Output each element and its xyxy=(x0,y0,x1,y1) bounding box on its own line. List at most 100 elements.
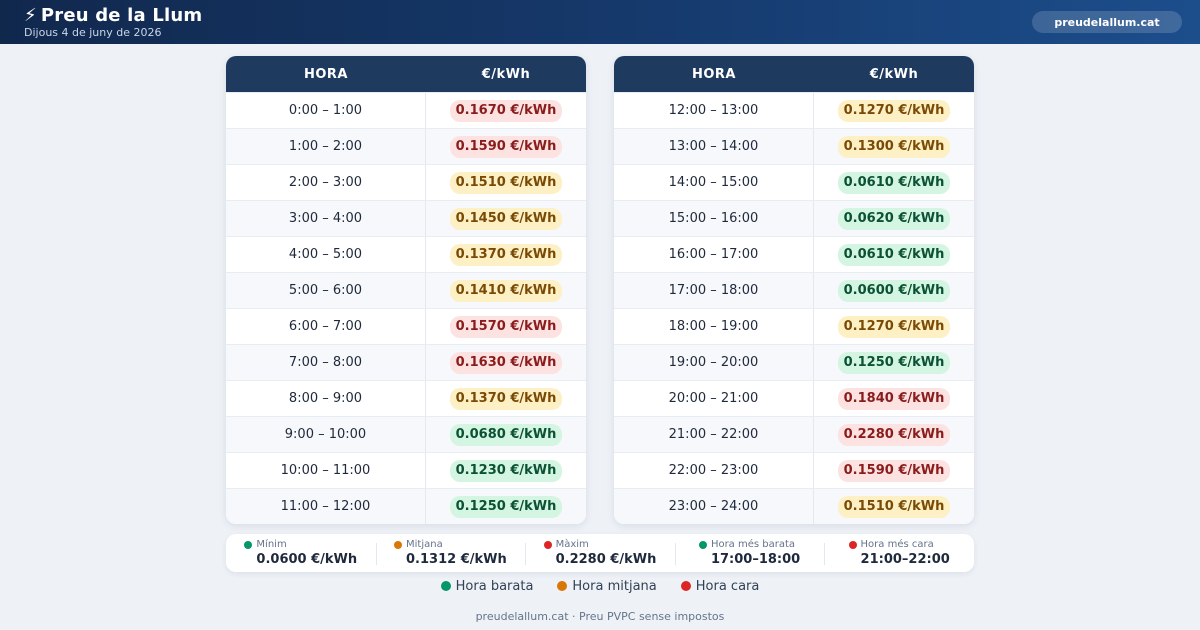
table-row: 21:00 – 22:00 0.2280 €/kWh xyxy=(614,416,974,452)
hour-cell: 15:00 – 16:00 xyxy=(614,201,814,236)
price-cell: 0.1590 €/kWh xyxy=(814,453,974,488)
hour-cell: 17:00 – 18:00 xyxy=(614,273,814,308)
stat-value: 0.0600 €/kWh xyxy=(256,551,358,567)
hour-cell: 14:00 – 15:00 xyxy=(614,165,814,200)
table-row: 1:00 – 2:00 0.1590 €/kWh xyxy=(226,128,586,164)
table-row: 15:00 – 16:00 0.0620 €/kWh xyxy=(614,200,974,236)
price-cell: 0.1250 €/kWh xyxy=(426,489,586,524)
status-dot-icon xyxy=(698,540,707,549)
price-cell: 0.1670 €/kWh xyxy=(426,93,586,128)
summary-bar: Mínim 0.0600 €/kWh Mitjana 0.1312 €/kWh Màxi… xyxy=(226,534,974,572)
hour-cell: 7:00 – 8:00 xyxy=(226,345,426,380)
price-cell: 0.1230 €/kWh xyxy=(426,453,586,488)
stat-value: 17:00–18:00 xyxy=(710,551,801,567)
hour-cell: 9:00 – 10:00 xyxy=(226,417,426,452)
table-row: 10:00 – 11:00 0.1230 €/kWh xyxy=(226,452,586,488)
hour-cell: 16:00 – 17:00 xyxy=(614,237,814,272)
hour-cell: 12:00 – 13:00 xyxy=(614,93,814,128)
status-dot-icon xyxy=(543,540,552,549)
price-badge: 0.1250 €/kWh xyxy=(837,351,951,374)
footer-note: preudelallum.cat · Preu PVPC sense impos… xyxy=(475,610,725,623)
price-cell: 0.1370 €/kWh xyxy=(426,381,586,416)
legend-dot-icon xyxy=(680,581,691,591)
column-header-hour: HORA xyxy=(691,66,736,82)
hour-cell: 13:00 – 14:00 xyxy=(614,129,814,164)
price-cell: 0.0610 €/kWh xyxy=(814,237,974,272)
price-cell: 0.0680 €/kWh xyxy=(426,417,586,452)
stat-text: Hora més cara 21:00–22:00 xyxy=(861,539,950,568)
price-badge: 0.1670 €/kWh xyxy=(449,99,563,122)
price-cell: 0.1570 €/kWh xyxy=(426,309,586,344)
price-badge: 0.1450 €/kWh xyxy=(449,207,563,230)
site-link-button[interactable]: preudelallum.cat xyxy=(1032,11,1182,33)
stat-text: Mínim 0.0600 €/kWh xyxy=(256,539,357,568)
table-row: 20:00 – 21:00 0.1840 €/kWh xyxy=(614,380,974,416)
price-badge: 0.2280 €/kWh xyxy=(837,423,951,446)
stat-label: Màxim xyxy=(555,538,589,550)
price-badge: 0.0610 €/kWh xyxy=(837,171,951,194)
legend-barata: Hora barata xyxy=(440,578,534,594)
price-badge: 0.1300 €/kWh xyxy=(837,135,951,158)
price-badge: 0.1370 €/kWh xyxy=(449,243,563,266)
price-table-morning: HORA €/kWh 0:00 – 1:00 0.1670 €/kWh 1:00 –… xyxy=(226,56,586,524)
status-dot-icon xyxy=(394,540,403,549)
legend-cara: Hora cara xyxy=(680,578,760,594)
stat-text: Mitjana 0.1312 €/kWh xyxy=(406,539,507,568)
column-header-price: €/kWh xyxy=(481,66,531,82)
hour-cell: 3:00 – 4:00 xyxy=(226,201,426,236)
stat-label: Mínim xyxy=(256,538,287,550)
price-badge: 0.1370 €/kWh xyxy=(449,387,563,410)
price-badge: 0.1590 €/kWh xyxy=(449,135,563,158)
table-row: 2:00 – 3:00 0.1510 €/kWh xyxy=(226,164,586,200)
stat-value: 21:00–22:00 xyxy=(860,551,950,567)
price-badge: 0.1250 €/kWh xyxy=(449,495,563,518)
price-badge: 0.1630 €/kWh xyxy=(449,351,563,374)
table-row: 7:00 – 8:00 0.1630 €/kWh xyxy=(226,344,586,380)
hour-cell: 1:00 – 2:00 xyxy=(226,129,426,164)
stat-text: Màxim 0.2280 €/kWh xyxy=(556,539,657,568)
price-cell: 0.1450 €/kWh xyxy=(426,201,586,236)
table-row: 5:00 – 6:00 0.1410 €/kWh xyxy=(226,272,586,308)
legend-label: Hora mitjana xyxy=(572,578,657,594)
table-row: 19:00 – 20:00 0.1250 €/kWh xyxy=(614,344,974,380)
price-cell: 0.2280 €/kWh xyxy=(814,417,974,452)
price-badge: 0.1510 €/kWh xyxy=(837,495,951,518)
table-row: 3:00 – 4:00 0.1450 €/kWh xyxy=(226,200,586,236)
stat-label: Hora més cara xyxy=(860,538,934,550)
legend-dot-icon xyxy=(557,581,568,591)
price-badge: 0.0680 €/kWh xyxy=(449,423,563,446)
price-cell: 0.1370 €/kWh xyxy=(426,237,586,272)
price-badge: 0.1510 €/kWh xyxy=(449,171,563,194)
status-dot-icon xyxy=(848,540,857,549)
legend-label: Hora cara xyxy=(695,578,760,594)
price-cell: 0.1510 €/kWh xyxy=(814,489,974,524)
price-cell: 0.1270 €/kWh xyxy=(814,309,974,344)
table-row: 9:00 – 10:00 0.0680 €/kWh xyxy=(226,416,586,452)
price-badge: 0.1840 €/kWh xyxy=(837,387,951,410)
legend-label: Hora barata xyxy=(455,578,534,594)
price-cell: 0.0610 €/kWh xyxy=(814,165,974,200)
hour-cell: 21:00 – 22:00 xyxy=(614,417,814,452)
legend-dot-icon xyxy=(440,581,451,591)
price-badge: 0.1590 €/kWh xyxy=(837,459,951,482)
table-row: 8:00 – 9:00 0.1370 €/kWh xyxy=(226,380,586,416)
hour-cell: 19:00 – 20:00 xyxy=(614,345,814,380)
legend: Hora barata Hora mitjana Hora cara xyxy=(0,576,1200,596)
table-row: 18:00 – 19:00 0.1270 €/kWh xyxy=(614,308,974,344)
table-row: 16:00 – 17:00 0.0610 €/kWh xyxy=(614,236,974,272)
date-label: Dijous 4 de juny de 2026 xyxy=(24,26,162,39)
hour-cell: 8:00 – 9:00 xyxy=(226,381,426,416)
column-header-hour: HORA xyxy=(303,66,348,82)
table-row: 6:00 – 7:00 0.1570 €/kWh xyxy=(226,308,586,344)
price-table-afternoon: HORA €/kWh 12:00 – 13:00 0.1270 €/kWh 13:0… xyxy=(614,56,974,524)
price-badge: 0.1270 €/kWh xyxy=(837,99,951,122)
stat-value: 0.1312 €/kWh xyxy=(406,551,507,567)
table-row: 11:00 – 12:00 0.1250 €/kWh xyxy=(226,488,586,524)
price-badge: 0.0620 €/kWh xyxy=(837,207,951,230)
legend-mitjana: Hora mitjana xyxy=(557,578,657,594)
price-badge: 0.1270 €/kWh xyxy=(837,315,951,338)
price-cell: 0.1590 €/kWh xyxy=(426,129,586,164)
price-badge: 0.1410 €/kWh xyxy=(449,279,563,302)
price-cell: 0.1300 €/kWh xyxy=(814,129,974,164)
price-badge: 0.1570 €/kWh xyxy=(449,315,563,338)
